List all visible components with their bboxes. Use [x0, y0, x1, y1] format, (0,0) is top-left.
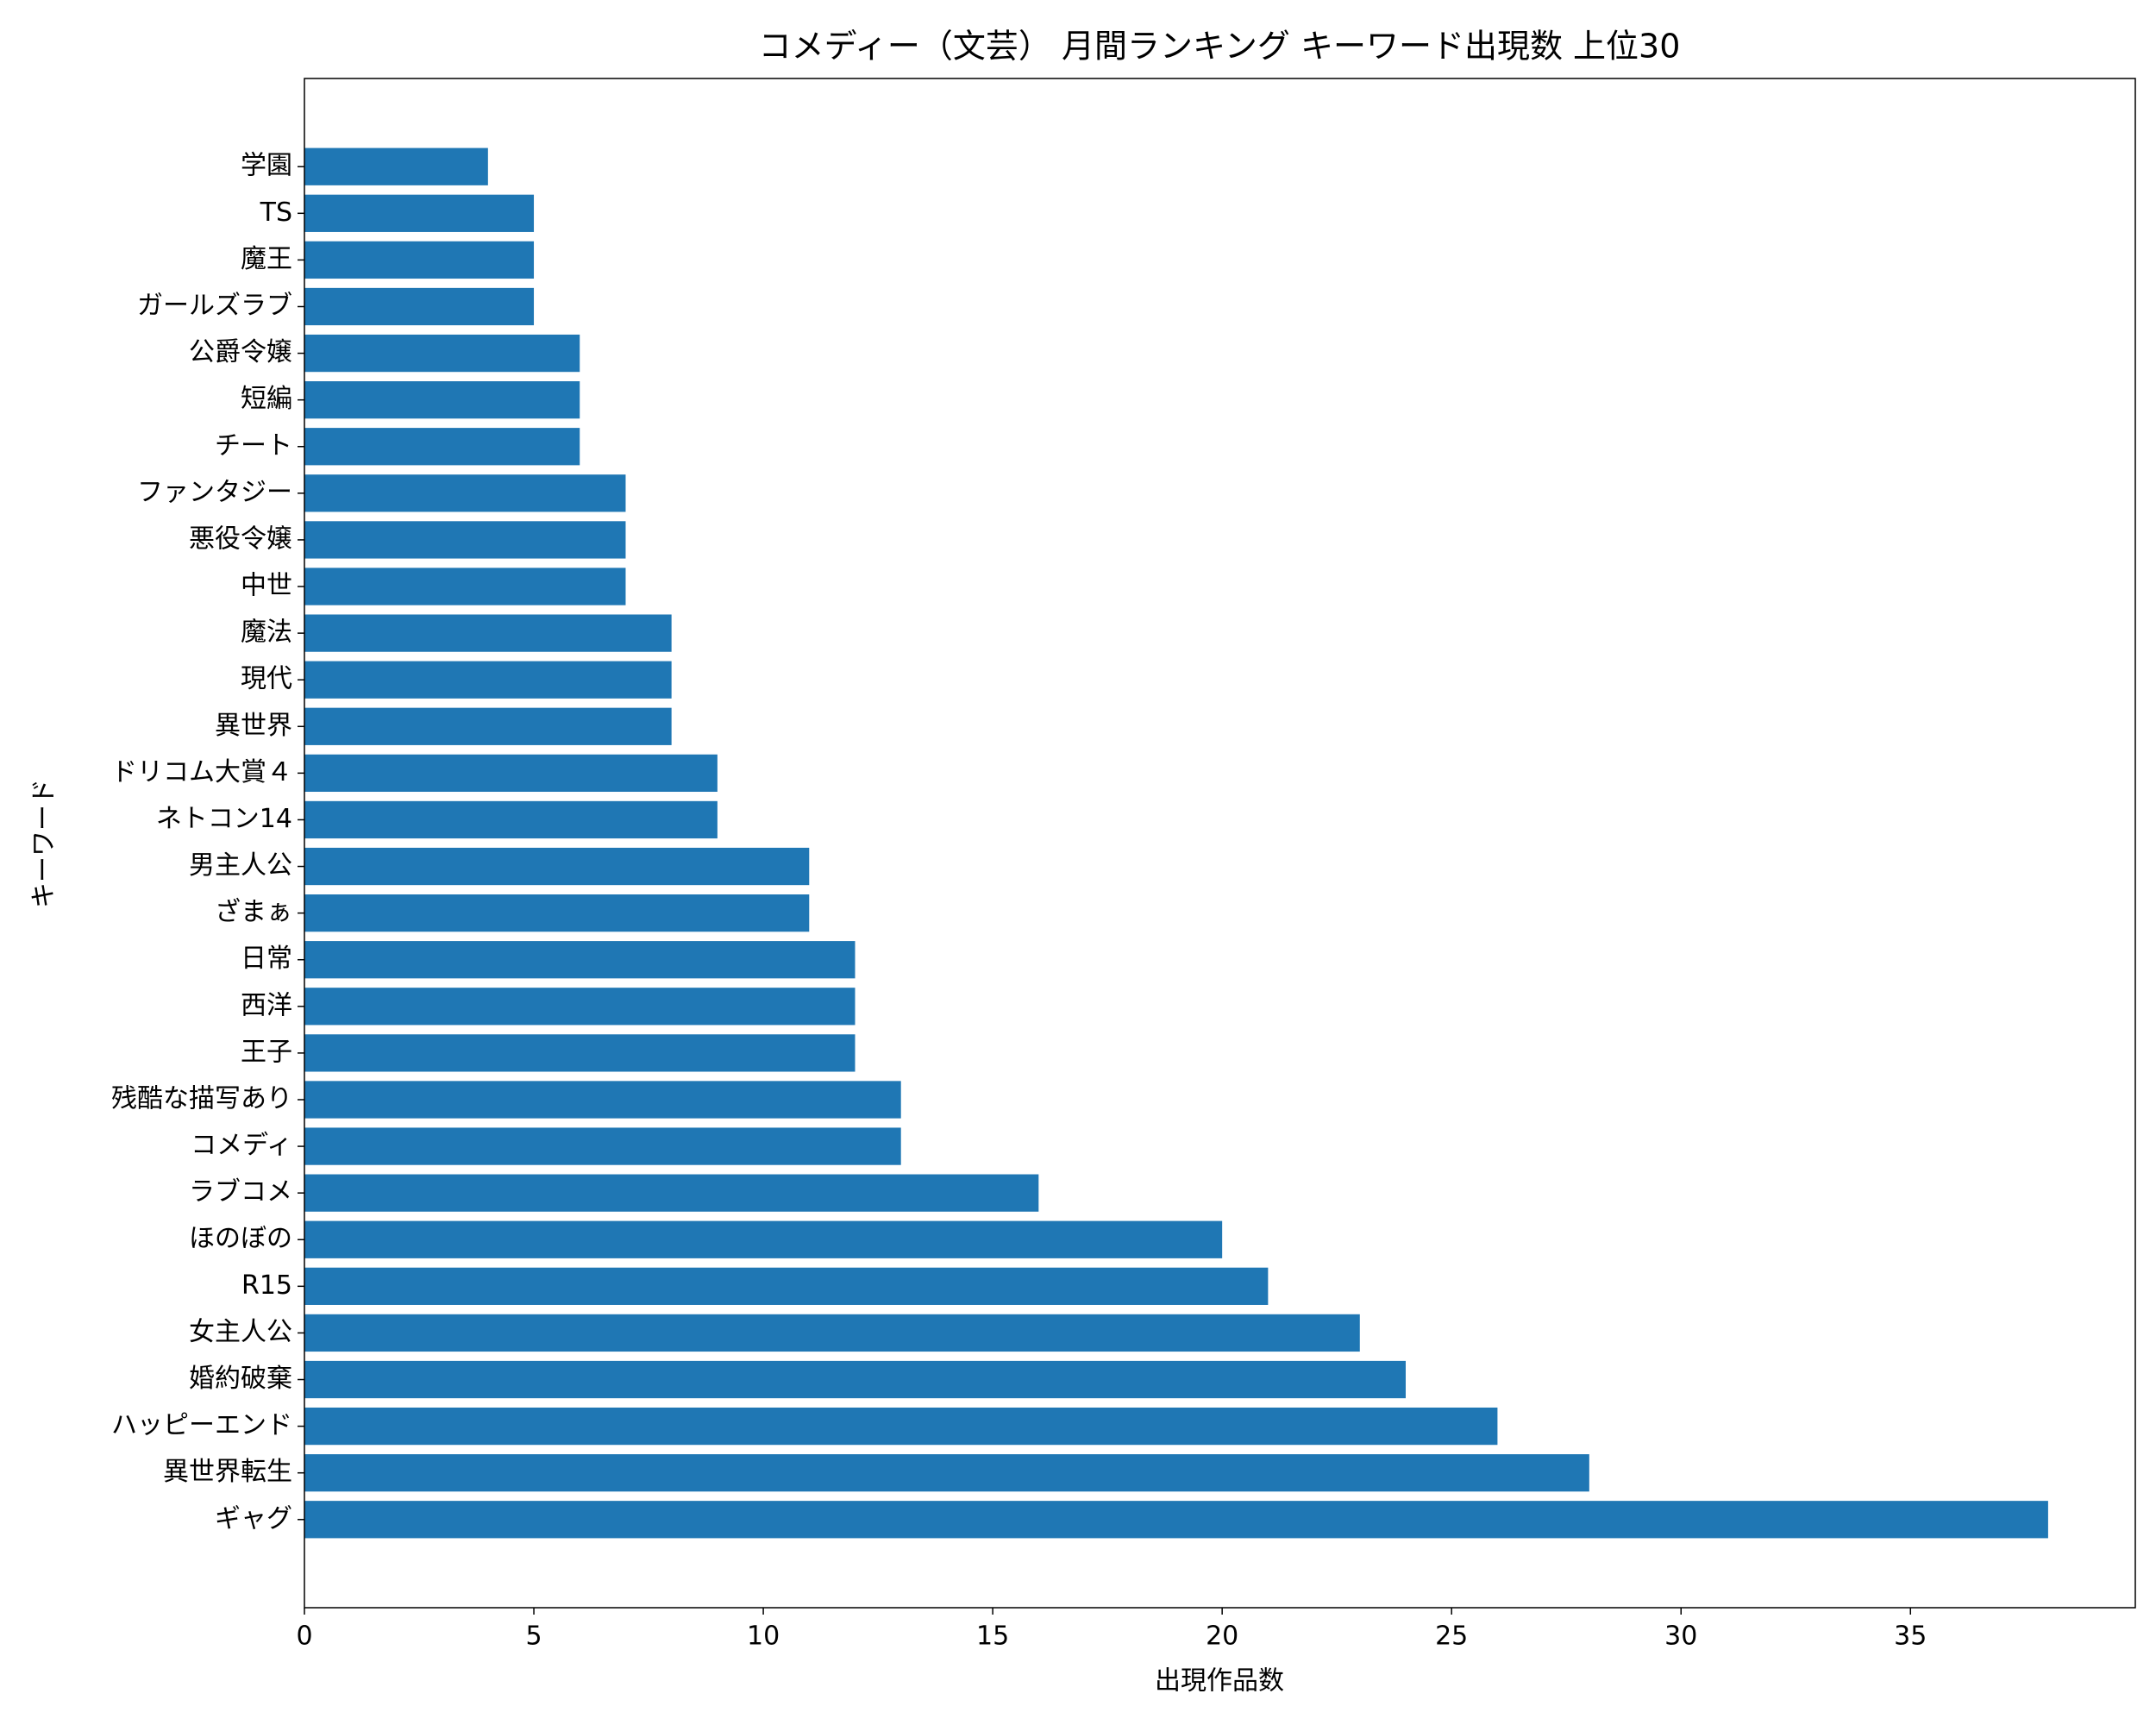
- y-tick-label: 西洋: [241, 990, 292, 1020]
- y-tick-label: 異世界転生: [163, 1457, 292, 1487]
- bar: [304, 521, 626, 559]
- y-tick-label: ハッピーエンド: [111, 1410, 292, 1440]
- x-axis-label: 出現作品数: [1155, 1666, 1284, 1697]
- bar: [304, 1174, 1039, 1212]
- x-tick-label: 0: [296, 1622, 312, 1652]
- bar: [304, 334, 580, 373]
- y-tick-label: ざまぁ: [215, 897, 292, 927]
- bar: [304, 707, 672, 745]
- y-tick-label: 残酷な描写あり: [111, 1083, 292, 1113]
- bar: [304, 1407, 1498, 1446]
- y-tick-label: 短編: [241, 384, 292, 414]
- y-tick-label: 女主人公: [189, 1317, 292, 1347]
- x-tick-label: 10: [747, 1622, 780, 1652]
- y-tick-label: ラブコメ: [189, 1177, 292, 1208]
- bar: [304, 1034, 856, 1072]
- y-tick-label: 婚約破棄: [189, 1364, 292, 1394]
- y-tick-label: 日常: [241, 944, 292, 974]
- y-tick-label: 悪役令嬢: [189, 524, 292, 554]
- bar: [304, 1501, 2048, 1539]
- y-tick-label: 魔法: [241, 618, 292, 648]
- bar: [304, 568, 626, 605]
- bar: [304, 147, 488, 185]
- y-tick-label: R15: [241, 1270, 292, 1301]
- y-tick-label: 公爵令嬢: [189, 337, 292, 367]
- x-tick-label: 5: [525, 1622, 542, 1652]
- bar: [304, 1127, 901, 1165]
- bar: [304, 847, 810, 886]
- y-tick-label: 王子: [241, 1037, 292, 1067]
- y-tick-label: 魔王: [241, 244, 292, 274]
- y-tick-label: 現代: [241, 664, 292, 694]
- y-tick-label: 男主人公: [189, 850, 292, 881]
- x-tick-label: 35: [1894, 1622, 1927, 1652]
- bar: [304, 1267, 1269, 1305]
- bar: [304, 381, 580, 419]
- y-tick-label: 異世界: [215, 711, 292, 741]
- bar: [304, 1081, 901, 1119]
- bar: [304, 428, 580, 466]
- bar: [304, 1220, 1223, 1258]
- bar: [304, 661, 672, 699]
- bar: [304, 754, 718, 793]
- bar: [304, 894, 810, 932]
- y-tick-label: TS: [260, 198, 292, 228]
- bar: [304, 1454, 1589, 1492]
- y-tick-label: ネトコン14: [156, 804, 292, 834]
- bar: [304, 988, 856, 1026]
- x-tick-label: 25: [1435, 1622, 1468, 1652]
- y-tick-label: ガールズラブ: [137, 291, 292, 321]
- y-axis-label: キーワード: [29, 779, 60, 908]
- x-tick-label: 20: [1206, 1622, 1238, 1652]
- y-tick-label: ドリコム大賞４: [111, 757, 292, 787]
- bar: [304, 241, 535, 279]
- y-tick-label: ファンタジー: [137, 477, 292, 507]
- bar: [304, 941, 856, 979]
- bar: [304, 1314, 1360, 1352]
- plot-frame: [304, 78, 2136, 1609]
- bar: [304, 474, 626, 512]
- x-tick-label: 15: [976, 1622, 1009, 1652]
- y-tick-label: ギャグ: [215, 1503, 292, 1534]
- y-tick-label: 中世: [241, 571, 292, 601]
- bar: [304, 287, 535, 326]
- y-tick-label: ほのぼの: [189, 1224, 292, 1254]
- chart-title: コメディー（文芸） 月間ランキング キーワード出現数 上位30: [759, 28, 1681, 66]
- bar: [304, 614, 672, 652]
- x-tick-label: 30: [1664, 1622, 1697, 1652]
- bar: [304, 800, 718, 839]
- bar: [304, 194, 535, 232]
- y-tick-label: チート: [215, 430, 292, 461]
- bar: [304, 1360, 1406, 1399]
- y-tick-label: 学園: [241, 151, 292, 181]
- y-tick-label: コメディ: [191, 1131, 292, 1161]
